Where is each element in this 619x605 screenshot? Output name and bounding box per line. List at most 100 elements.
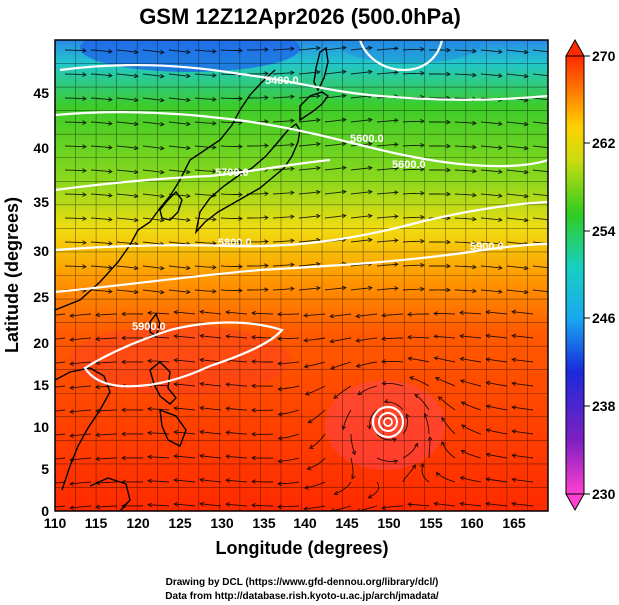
x-tick-label: 165 [502,515,526,531]
streamline-arrowhead [108,97,113,102]
streamline-arrowhead [341,93,347,99]
streamline [90,289,112,293]
streamline [116,145,138,149]
streamline-arrowhead [341,141,347,147]
streamline-arrowhead [420,166,425,172]
streamline-arrowhead [511,381,517,386]
streamline [168,193,190,197]
streamline-arrowhead [238,264,243,269]
streamline [220,49,243,52]
streamline-arrowhead [407,502,412,507]
streamline [142,121,164,125]
taiwan [149,312,161,338]
streamline [272,96,294,99]
streamline [116,121,138,125]
streamline [402,168,425,171]
streamline-arrowhead [264,95,269,100]
contour-5600-a [55,111,548,168]
contour-label-5700: 5700.0 [215,167,249,179]
streamline-arrowhead [173,453,178,459]
streamline-arrowhead [485,380,491,386]
streamline [272,120,294,123]
streamline-arrowhead [290,238,295,244]
streamline-arrowhead [342,285,347,291]
streamline [334,481,352,495]
streamline-arrowhead [341,213,347,219]
streamline [95,457,118,460]
streamline [251,360,273,363]
streamline-arrowhead [357,390,363,396]
streamline-arrowhead [368,141,373,147]
japan-hokkaido [299,91,330,122]
streamline [307,457,326,470]
streamline-arrowhead [290,46,295,52]
streamline-arrowhead [147,310,152,316]
y-tick-label: 35 [33,194,49,210]
streamline-arrowhead [459,476,465,481]
streamline [70,433,92,437]
streamline [142,97,164,101]
streamline [381,337,403,340]
streamline-arrowhead [472,240,477,246]
streamline [350,191,372,195]
streamline-arrowhead [264,191,269,196]
streamline-arrowhead [108,73,113,78]
streamline [506,121,528,125]
streamline-arrowhead [341,69,347,75]
streamline [90,97,112,101]
streamline [64,145,87,148]
streamline [407,313,429,315]
streamline [532,193,548,197]
streamline [350,215,372,219]
streamline [506,169,528,173]
streamline [200,431,222,435]
streamline-arrowhead [446,287,451,293]
streamline-arrowhead [212,49,217,54]
streamline [421,463,430,483]
streamline [272,168,294,171]
streamline [70,457,92,461]
streamline [304,505,326,510]
streamline-arrowhead [498,73,503,79]
streamline-arrowhead [368,165,373,171]
streamline [324,119,346,123]
streamline-arrowhead [407,356,413,361]
streamline-arrowhead [316,117,321,123]
streamline [350,457,354,479]
streamline-arrowhead [95,312,100,318]
streamline [486,358,508,363]
streamline [278,409,300,415]
streamline-arrowhead [341,45,347,51]
streamline-arrowhead [393,459,399,464]
streamline [486,453,508,459]
streamline [272,264,294,267]
streamline [486,335,508,339]
streamline-arrowhead [82,144,87,149]
streamline [174,455,196,459]
streamline [298,167,320,171]
streamline [330,361,352,370]
streamline [194,73,216,76]
streamline-arrowhead [523,217,529,223]
streamline-arrowhead [212,145,217,150]
streamline-arrowhead [199,381,204,387]
streamline [55,481,66,484]
cyclone-ring-outer [371,405,405,439]
streamline-arrowhead [420,70,425,76]
streamline-arrowhead [381,359,386,364]
streamline-arrowhead [186,121,191,127]
streamline-arrowhead [316,261,321,267]
streamline-arrowhead [308,444,314,449]
streamline-arrowhead [341,117,347,123]
height-contours [55,40,548,388]
streamline-arrowhead [251,455,256,461]
streamline-arrowhead [108,121,113,126]
streamline-arrowhead [69,337,74,342]
streamline [220,97,243,100]
streamline [116,289,138,293]
streamline-arrowhead [108,145,113,150]
streamline [408,357,430,363]
streamline [70,337,92,341]
streamline [90,169,112,173]
streamline [168,169,190,173]
